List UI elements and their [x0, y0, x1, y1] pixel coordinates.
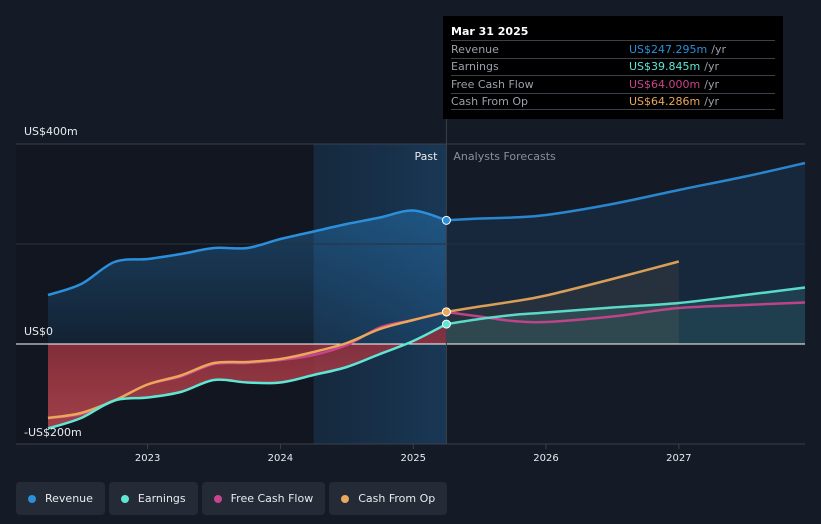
cash_from_op-line-forecast: [446, 260, 680, 314]
forecast-label: Analysts Forecasts: [453, 150, 556, 163]
tooltip-row: Revenue US$247.295m/yr: [451, 40, 775, 58]
legend-dot-icon: [120, 494, 129, 503]
earnings-area-past: [48, 324, 447, 429]
y-label-bottom: -US$200m: [24, 426, 82, 439]
legend-item-free-cash-flow[interactable]: Free Cash Flow: [201, 482, 326, 515]
tooltip-row-name: Cash From Op: [451, 94, 529, 108]
revenue-line-forecast: [446, 161, 806, 222]
tooltip-row-value: US$247.295m: [629, 42, 708, 56]
earnings-marker: [441, 319, 451, 329]
tooltip-row-value: US$64.000m: [629, 77, 701, 91]
revenue-line-past: [47, 209, 447, 297]
tooltip-row-unit: /yr: [704, 94, 719, 108]
legend-item-earnings[interactable]: Earnings: [108, 482, 198, 515]
cash-from-op-area-forecast: [446, 261, 679, 344]
tooltip-date: Mar 31 2025: [451, 25, 529, 38]
legend-item-revenue[interactable]: Revenue: [16, 482, 105, 515]
earnings-line-forecast: [446, 286, 806, 326]
legend-dot-icon: [213, 494, 222, 503]
revenue-marker: [441, 215, 451, 225]
tooltip-row-name: Earnings: [451, 60, 499, 74]
tooltip-row: Free Cash Flow US$64.000m/yr: [451, 75, 775, 93]
tooltip-row-value: US$64.286m: [629, 94, 701, 108]
tooltip-row: Earnings US$39.845m/yr: [451, 57, 775, 76]
y-label-top: US$400m: [24, 125, 78, 138]
x-tick-2026: 2026: [533, 453, 558, 464]
tooltip-row-unit: /yr: [704, 60, 719, 74]
legend-label: Free Cash Flow: [230, 492, 314, 505]
x-tick-2025: 2025: [400, 453, 425, 464]
x-tick-2027: 2027: [666, 453, 691, 464]
tooltip-row-name: Revenue: [451, 42, 499, 56]
legend-label: Cash From Op: [358, 492, 436, 505]
legend-dot-icon: [28, 494, 36, 503]
x-tick-2023: 2023: [135, 453, 160, 464]
tooltip-row-value: US$39.845m: [629, 60, 701, 74]
legend-label: Earnings: [137, 492, 186, 505]
tooltip-row-unit: /yr: [711, 42, 726, 56]
legend-item-cash-from-op[interactable]: Cash From Op: [329, 482, 448, 515]
tooltip: Mar 31 2025 Revenue US$247.295m/yr Earning…: [443, 16, 783, 119]
legend-label: Revenue: [45, 492, 93, 505]
tooltip-row-unit: /yr: [704, 77, 719, 91]
earnings-line-past: [47, 322, 447, 430]
legend: Revenue Earnings Free Cash Flow Cash From O…: [16, 482, 448, 515]
cash_from_op-marker: [441, 307, 451, 317]
tooltip-row: Cash From Op US$64.286m/yr: [451, 92, 775, 110]
past-label: Past: [414, 150, 438, 163]
y-label-zero: US$0: [24, 325, 53, 338]
tooltip-row-name: Free Cash Flow: [451, 77, 534, 91]
x-tick-2024: 2024: [268, 453, 293, 464]
legend-dot-icon: [341, 494, 350, 503]
